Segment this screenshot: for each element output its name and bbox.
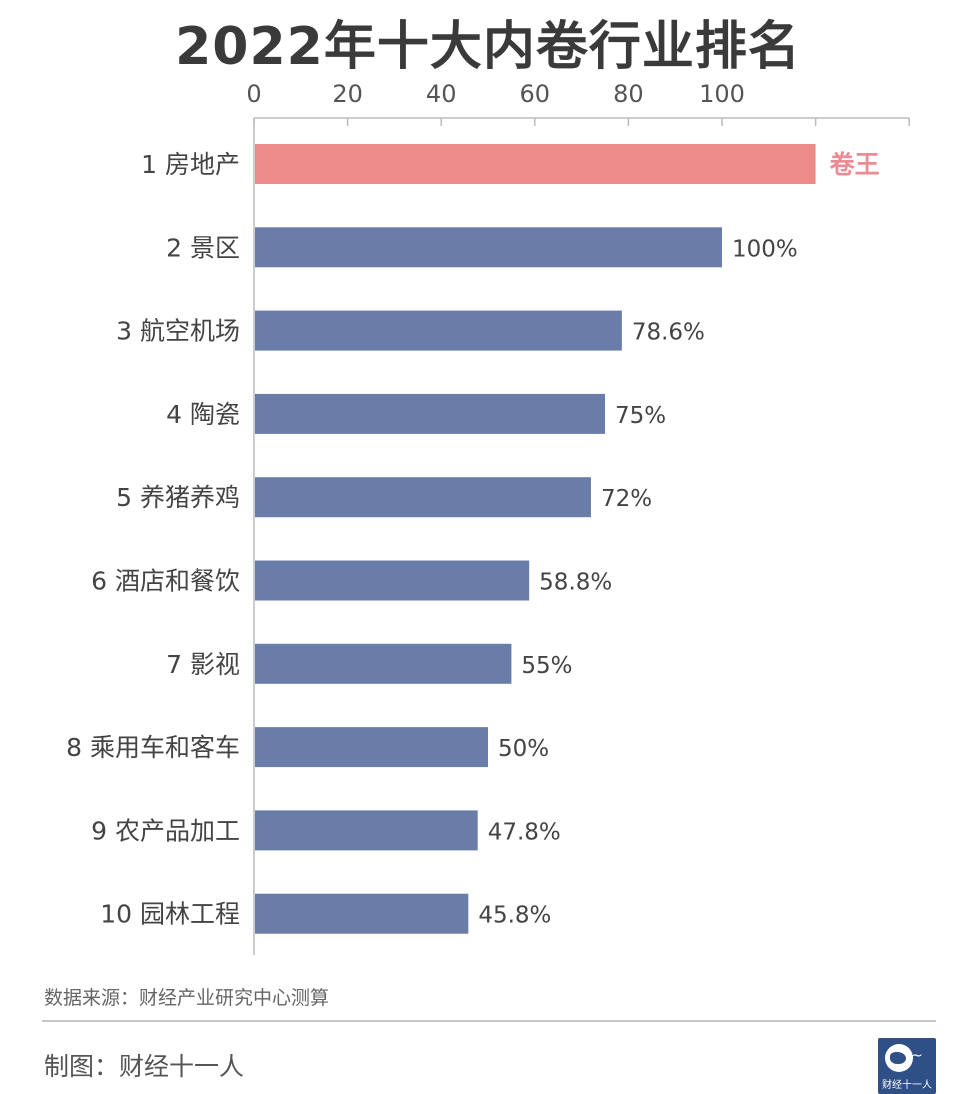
footer-divider [42, 1020, 936, 1022]
data-label: 50% [498, 736, 549, 762]
data-label: 卷王 [830, 150, 880, 179]
data-label: 72% [601, 486, 652, 512]
data-label: 58.8% [539, 570, 612, 596]
bar [255, 310, 622, 351]
x-tick-label: 20 [332, 80, 363, 108]
bar [255, 643, 512, 684]
bar [255, 560, 530, 601]
bar [255, 810, 478, 851]
x-tick-label: 60 [520, 80, 551, 108]
category-label: 8 乘用车和客车 [66, 733, 240, 762]
publisher-logo: ~ 财经十一人 [878, 1038, 936, 1094]
x-tick-label: 0 [246, 80, 261, 108]
data-source-note: 数据来源：财经产业研究中心测算 [44, 987, 330, 1009]
data-label: 47.8% [488, 819, 561, 845]
chart-title: 2022年十大内卷行业排名 [175, 17, 801, 77]
data-label: 78.6% [632, 320, 705, 346]
bar [255, 477, 591, 518]
data-label: 55% [521, 653, 572, 679]
logo-script: ~ [911, 1048, 923, 1064]
category-label: 6 酒店和餐饮 [91, 567, 240, 596]
category-label: 9 农产品加工 [91, 816, 240, 845]
globe-icon [885, 1044, 913, 1072]
x-tick-label: 100 [699, 80, 745, 108]
category-label: 7 影视 [166, 650, 240, 679]
category-label: 10 园林工程 [100, 900, 240, 929]
bar-chart: 0 20 40 60 80 100 1 房地产 卷王 2 景区 100% 3 航空机场 78.6% 4 … [66, 80, 910, 955]
bar [255, 144, 816, 184]
x-tick-label: 80 [613, 80, 644, 108]
data-label: 45.8% [478, 903, 551, 929]
data-label: 75% [615, 403, 666, 429]
category-label: 3 航空机场 [116, 317, 240, 346]
bar [255, 393, 605, 434]
chart-credit: 制图：财经十一人 [44, 1052, 245, 1081]
bar [255, 727, 488, 768]
category-label: 5 养猪养鸡 [116, 483, 240, 512]
data-label: 100% [732, 236, 798, 262]
category-label: 1 房地产 [141, 150, 240, 179]
category-label: 2 景区 [166, 233, 240, 262]
bar [255, 227, 722, 268]
category-label: 4 陶瓷 [166, 400, 240, 429]
logo-text: 财经十一人 [882, 1080, 932, 1091]
bar [255, 893, 469, 934]
x-tick-label: 40 [426, 80, 457, 108]
